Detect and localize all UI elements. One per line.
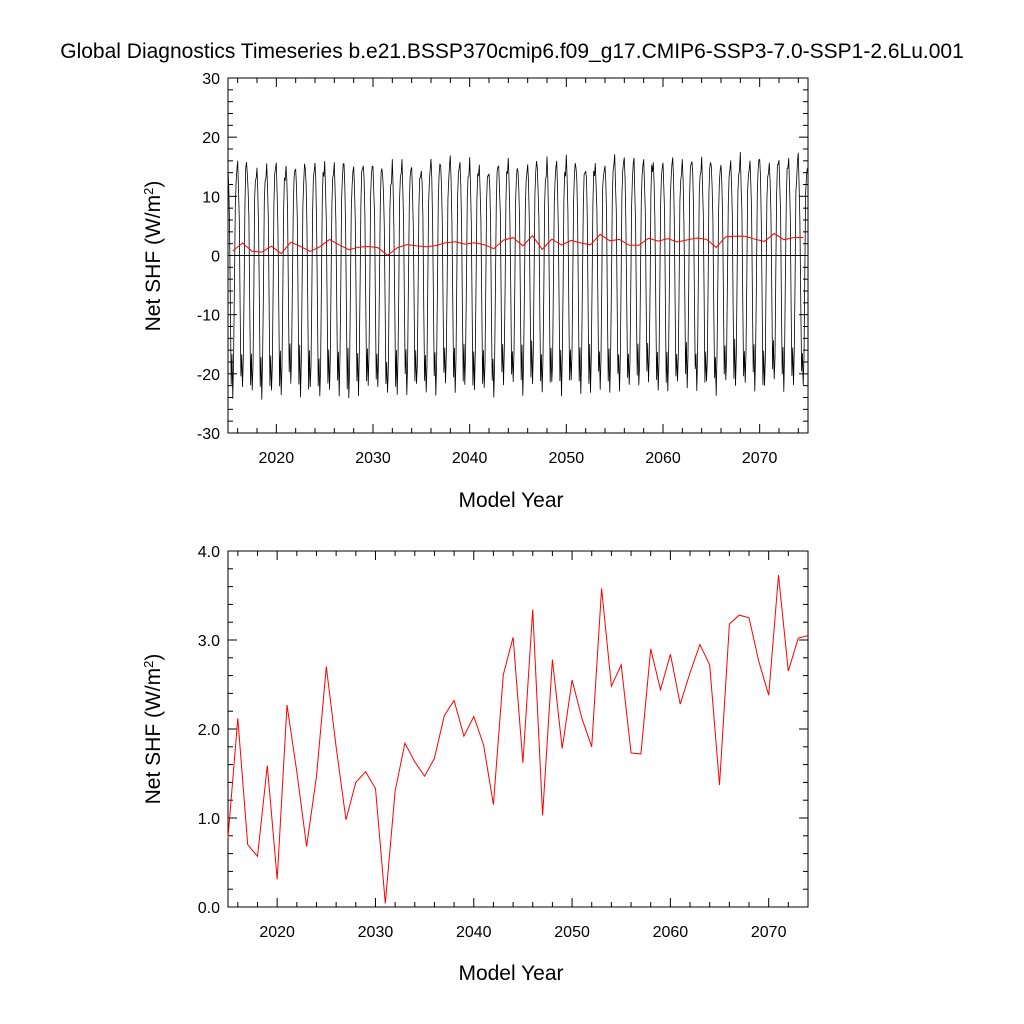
top-y-tick-label: -30 xyxy=(197,426,220,443)
top-x-tick-label: 2050 xyxy=(549,450,585,467)
top-y-tick-label: 20 xyxy=(202,130,220,147)
bottom-y-axis-label: Net SHF (W/m2) xyxy=(141,654,166,805)
top-y-tick-label: 10 xyxy=(202,189,220,206)
bottom-x-tick-label: 2020 xyxy=(259,924,295,941)
bottom-x-tick-label: 2050 xyxy=(554,924,590,941)
top-x-tick-label: 2020 xyxy=(259,450,295,467)
annual-mean-line-bottom xyxy=(227,574,809,904)
bottom-y-tick-labels: 4.0 3.0 2.0 1.0 0.0 xyxy=(198,544,220,917)
top-x-tick-label: 2070 xyxy=(742,450,778,467)
bottom-x-tick-label: 2070 xyxy=(751,924,787,941)
bottom-y-label-main: Net SHF (W/m xyxy=(142,668,165,805)
top-panel: 2020 2030 2040 2050 2060 2070 30 20 10 0 -10 -20 -3… xyxy=(141,71,809,512)
top-y-axis-label: Net SHF (W/m2) xyxy=(141,181,166,332)
bottom-y-tick-label: 4.0 xyxy=(198,544,220,561)
annual-mean-line-top xyxy=(232,232,804,256)
top-x-tick-label: 2030 xyxy=(355,450,391,467)
bottom-x-tick-label: 2040 xyxy=(456,924,492,941)
top-y-tick-label: 0 xyxy=(211,249,220,266)
bottom-panel: 2020 2030 2040 2050 2060 2070 4.0 3.0 2.0 1.0 0.0… xyxy=(141,544,809,985)
top-y-tick-labels: 30 20 10 0 -10 -20 -30 xyxy=(197,71,220,443)
top-x-tick-label: 2040 xyxy=(452,450,488,467)
bottom-y-tick-label: 0.0 xyxy=(198,900,220,917)
top-x-tick-labels: 2020 2030 2040 2050 2060 2070 xyxy=(259,450,778,467)
top-y-label-close: ) xyxy=(142,181,165,188)
bottom-x-axis-label: Model Year xyxy=(458,962,563,985)
bottom-y-label-close: ) xyxy=(142,654,165,661)
bottom-y-tick-label: 2.0 xyxy=(198,722,220,739)
bottom-x-tick-label: 2060 xyxy=(653,924,689,941)
top-x-tick-label: 2060 xyxy=(645,450,681,467)
top-y-tick-label: -20 xyxy=(197,367,220,384)
top-y-label-sup: 2 xyxy=(141,188,156,195)
figure-title: Global Diagnostics Timeseries b.e21.BSSP… xyxy=(60,40,964,63)
top-y-tick-label: -10 xyxy=(197,308,220,325)
top-y-tick-label: 30 xyxy=(202,71,220,88)
bottom-plot-frame xyxy=(227,550,809,908)
top-x-axis-label: Model Year xyxy=(458,489,563,512)
bottom-x-tick-label: 2030 xyxy=(358,924,394,941)
top-y-label-main: Net SHF (W/m xyxy=(142,195,165,332)
bottom-y-tick-label: 1.0 xyxy=(198,811,220,828)
bottom-ticks xyxy=(228,550,809,908)
bottom-x-tick-labels: 2020 2030 2040 2050 2060 2070 xyxy=(259,924,786,941)
bottom-y-label-sup: 2 xyxy=(141,661,156,668)
bottom-y-tick-label: 3.0 xyxy=(198,633,220,650)
monthly-series-line xyxy=(227,151,808,400)
